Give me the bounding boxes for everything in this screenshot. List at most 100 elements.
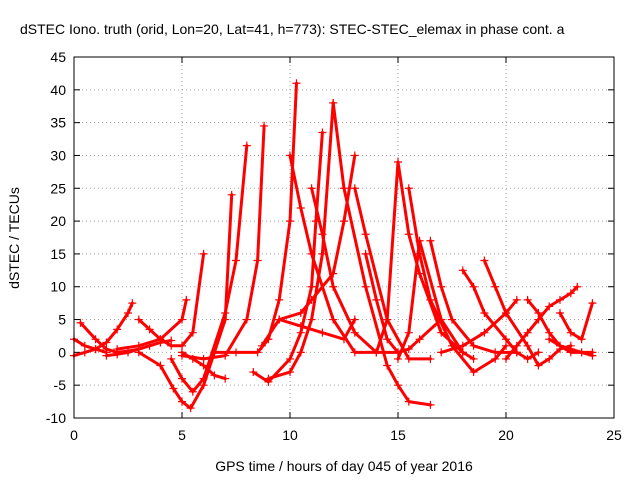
series-line (137, 193, 234, 410)
data-point (350, 328, 359, 337)
data-point (286, 151, 294, 160)
data-point (178, 397, 186, 406)
series-13 (264, 98, 338, 383)
data-point (76, 318, 85, 327)
data-point (372, 295, 381, 304)
data-point (91, 335, 100, 344)
data-point (307, 184, 316, 193)
series-7 (134, 190, 236, 413)
data-point (232, 256, 240, 265)
data-point (437, 348, 446, 357)
y-tick-label: 10 (50, 279, 66, 295)
data-point (178, 315, 186, 324)
data-point (469, 282, 478, 291)
y-tick-label: -10 (46, 410, 66, 426)
data-point (329, 98, 338, 107)
data-point (448, 315, 456, 324)
series-6 (113, 295, 191, 354)
y-tick-label: 30 (50, 147, 66, 163)
x-tick-label: 10 (282, 427, 298, 443)
x-axis-ticks: 0 5 10 15 20 25 (70, 57, 622, 443)
data-point (264, 374, 273, 383)
y-tick-label: 20 (50, 213, 66, 229)
data-point (178, 374, 186, 383)
data-point (361, 282, 370, 291)
data-point (426, 400, 435, 409)
data-point (113, 325, 122, 334)
data-point (199, 249, 208, 258)
x-tick-label: 5 (178, 427, 186, 443)
data-point (210, 371, 219, 380)
y-tick-label: 40 (50, 82, 66, 98)
data-point (523, 295, 532, 304)
data-point (556, 295, 564, 304)
data-point (404, 328, 413, 337)
data-point (523, 328, 532, 337)
chart-title: dSTEC Iono. truth (orid, Lon=20, Lat=41,… (20, 21, 565, 37)
data-point (556, 341, 564, 350)
data-point (469, 354, 478, 363)
data-point (545, 302, 554, 311)
data-point (394, 381, 402, 390)
data-point (182, 295, 191, 304)
x-tick-label: 25 (606, 427, 622, 443)
series-line (558, 301, 594, 341)
data-point (566, 289, 575, 298)
series-28 (502, 282, 582, 363)
x-tick-label: 15 (390, 427, 406, 443)
data-point (232, 348, 240, 357)
data-point (186, 404, 195, 413)
series-line (137, 252, 206, 348)
data-point (350, 348, 359, 357)
data-point (242, 141, 251, 150)
y-tick-label: 45 (50, 49, 66, 65)
series-line (504, 285, 579, 361)
data-point (469, 341, 478, 350)
data-point (199, 374, 208, 383)
data-point (91, 345, 100, 354)
data-point (480, 328, 489, 337)
data-point (534, 308, 543, 317)
y-tick-label: 15 (50, 246, 66, 262)
data-point (566, 345, 575, 354)
data-point (545, 354, 554, 363)
series-31 (545, 335, 597, 357)
data-point (296, 203, 305, 212)
data-point (426, 295, 435, 304)
data-point (286, 217, 294, 226)
data-point (573, 282, 582, 291)
data-point (242, 315, 251, 324)
data-point (134, 315, 143, 324)
data-point (437, 328, 446, 337)
data-point (188, 328, 197, 337)
y-tick-label: 35 (50, 115, 66, 131)
data-point (188, 387, 197, 396)
data-point (502, 308, 510, 317)
data-point (588, 299, 597, 308)
data-point (167, 354, 176, 363)
data-point (534, 348, 543, 357)
data-point (404, 345, 413, 354)
data-point (340, 184, 348, 193)
series-26 (458, 266, 543, 363)
series-10 (178, 348, 230, 383)
data-point (307, 295, 316, 304)
data-point (383, 315, 392, 324)
data-point (383, 335, 392, 344)
data-point (404, 397, 413, 406)
plot-frame (73, 56, 615, 419)
data-point (523, 341, 532, 350)
data-point (394, 158, 402, 167)
data-point (253, 256, 262, 265)
data-point (350, 184, 359, 193)
data-point (221, 308, 230, 317)
y-tick-label: 0 (58, 344, 66, 360)
data-point (491, 348, 500, 357)
data-point (156, 335, 165, 344)
data-point (307, 315, 316, 324)
data-point (307, 249, 316, 258)
series-21 (372, 158, 467, 357)
series-line (115, 298, 188, 351)
data-point (577, 335, 586, 344)
data-point (361, 230, 370, 239)
